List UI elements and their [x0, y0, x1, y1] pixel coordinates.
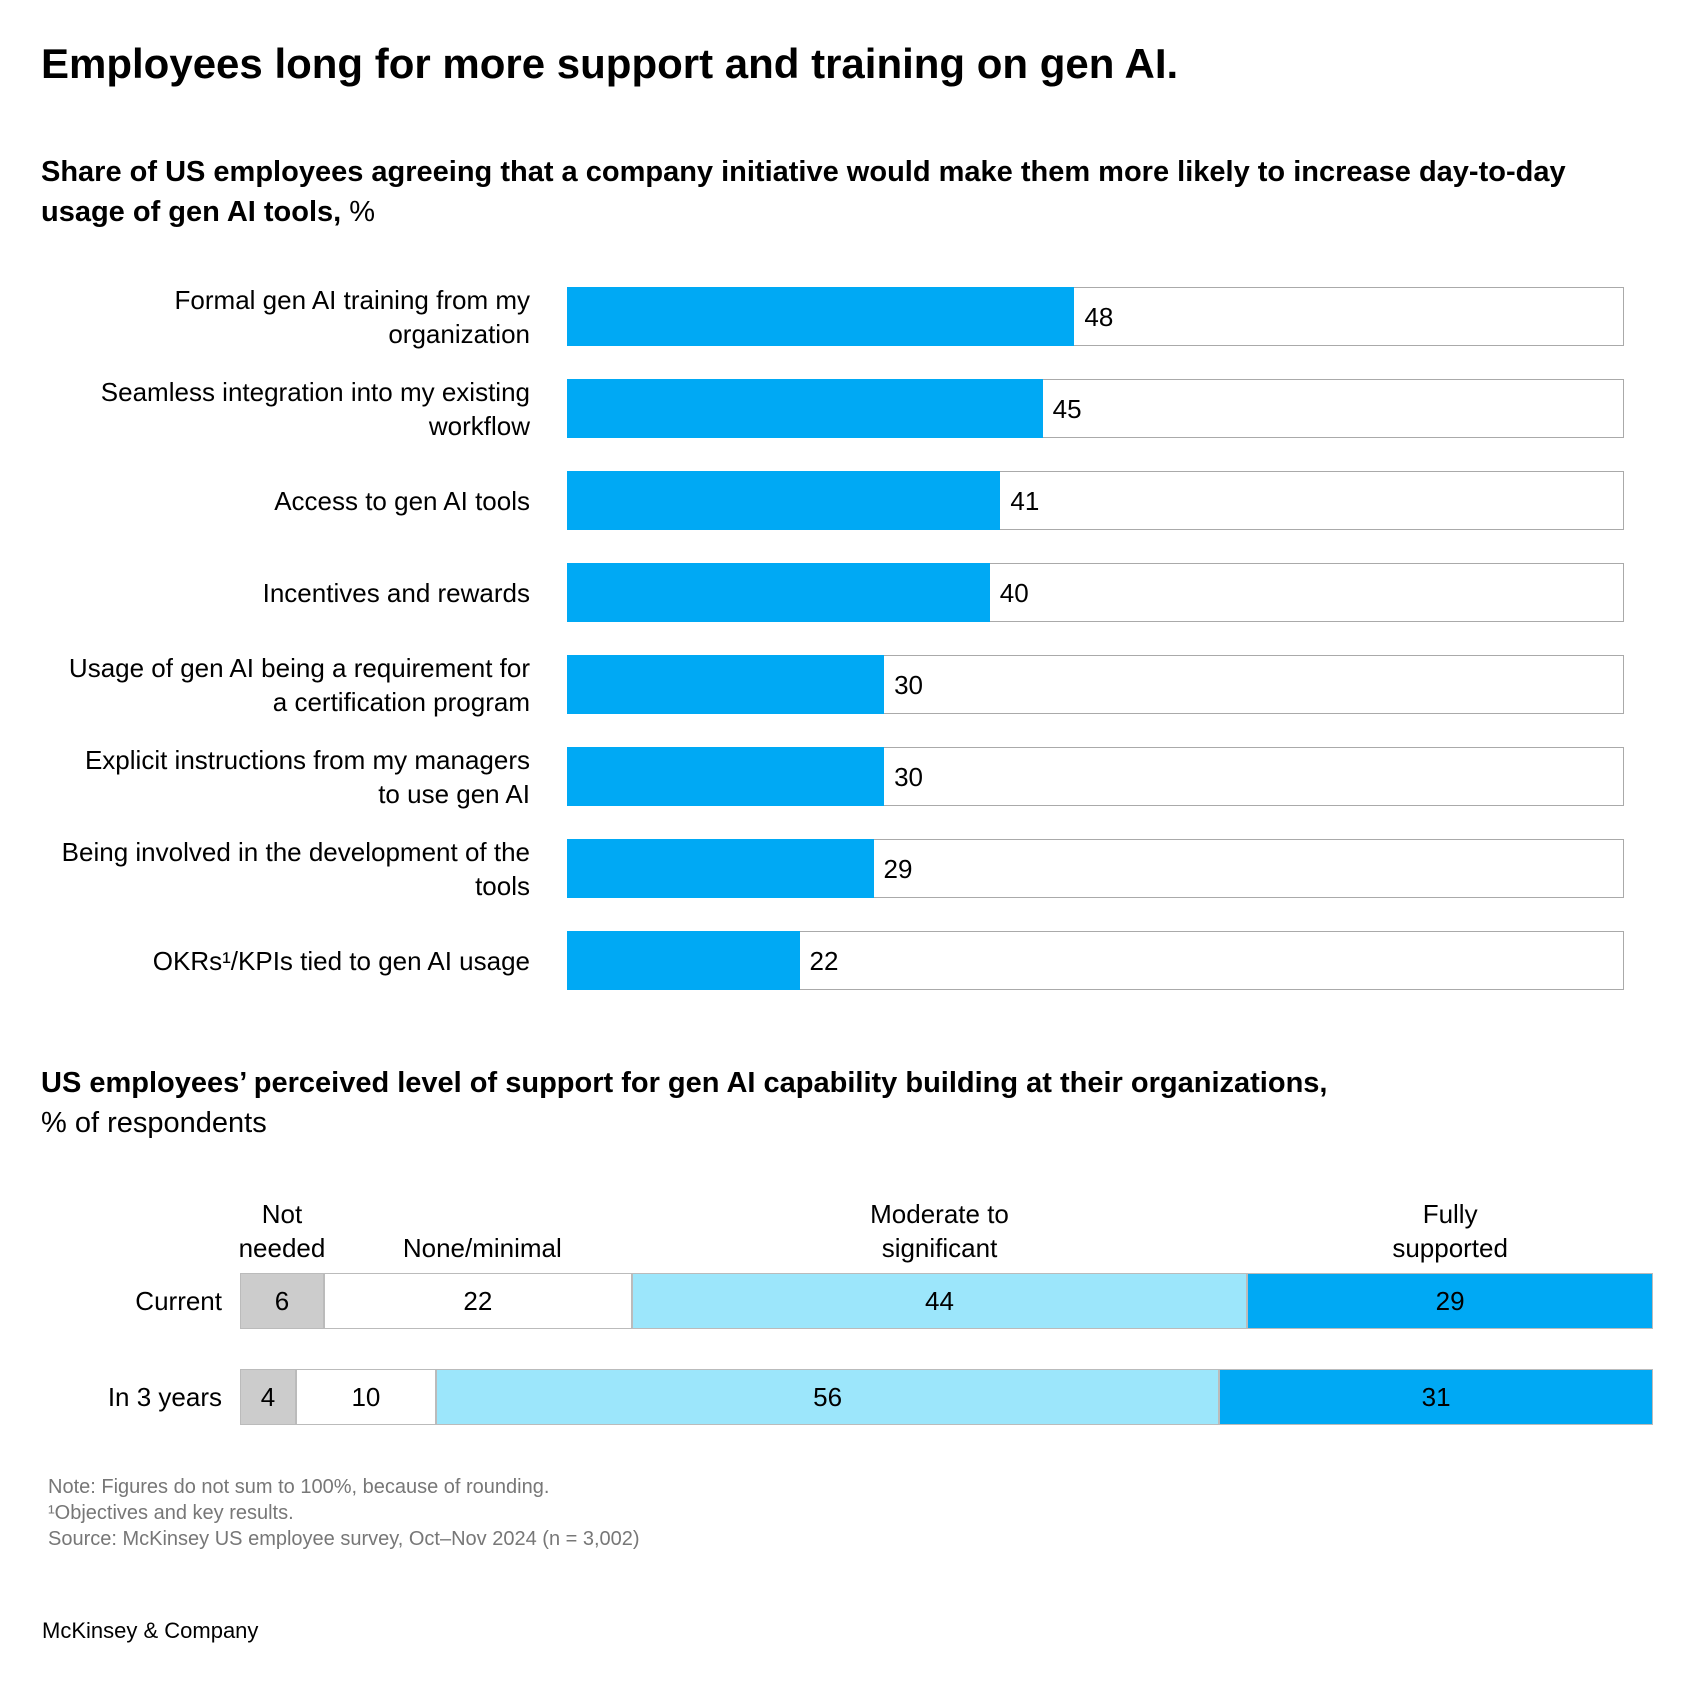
note: Note: Figures do not sum to 100%, becaus… — [48, 1476, 550, 1498]
segment — [295, 1369, 436, 1425]
value-label: 30 — [894, 761, 924, 792]
value-label: 41 — [1010, 485, 1040, 516]
segment — [435, 1369, 1220, 1425]
value-label: 48 — [1084, 301, 1114, 332]
value-label: 29 — [883, 853, 913, 884]
bar — [567, 839, 874, 898]
segment — [631, 1273, 1248, 1329]
category-text: Incentives and rewards — [262, 577, 530, 608]
bar — [567, 379, 1043, 438]
subtitle: Share of US employees agreeing that a co… — [41, 152, 1601, 232]
subtitle-text: US employees’ perceived level of support… — [41, 1067, 1328, 1099]
legend-label: Fully supported — [1392, 1199, 1508, 1263]
subtitle-unit: % — [349, 196, 376, 228]
segment-label: 44 — [925, 1286, 954, 1316]
category-label: Formal gen AI training from my organizat… — [20, 285, 530, 349]
legend-label: None/minimal — [402, 1233, 562, 1263]
value-label: 22 — [809, 945, 839, 976]
segment — [1219, 1369, 1653, 1425]
category-text: Being involved in the development of the… — [61, 836, 530, 901]
category-label: Explicit instructions from my managers t… — [20, 745, 530, 809]
category-text: Usage of gen AI being a requirement for … — [68, 652, 530, 717]
segment-label: 22 — [463, 1286, 493, 1316]
bar — [567, 287, 1075, 346]
segment — [1247, 1273, 1653, 1329]
segment-label: 56 — [813, 1382, 843, 1412]
subtitle-text: Share of US employees agreeing that a co… — [41, 156, 1566, 228]
bar — [567, 471, 1001, 530]
subtitle: US employees’ perceived level of support… — [41, 1063, 1601, 1143]
row-label: In 3 years — [107, 1382, 222, 1412]
segment — [240, 1273, 324, 1329]
bar — [567, 655, 885, 714]
legend-label: Not needed — [238, 1199, 326, 1263]
bar — [567, 931, 800, 990]
category-label: OKRs¹/KPIs tied to gen AI usage — [20, 931, 530, 990]
bar — [567, 747, 885, 806]
segment — [323, 1273, 632, 1329]
value-label: 45 — [1052, 393, 1082, 424]
segment-label: 6 — [274, 1286, 290, 1316]
segment-label: 29 — [1435, 1286, 1465, 1316]
segment-label: 10 — [351, 1382, 381, 1412]
logo: McKinsey & Company — [42, 1618, 259, 1643]
category-label: Seamless integration into my existing wo… — [20, 377, 530, 441]
value-label: 30 — [894, 669, 924, 700]
category-label: Usage of gen AI being a requirement for … — [20, 653, 530, 717]
subtitle-unit: % of respondents — [41, 1107, 267, 1139]
segment — [240, 1369, 296, 1425]
category-label: Being involved in the development of the… — [20, 837, 530, 901]
category-text: OKRs¹/KPIs tied to gen AI usage — [152, 945, 530, 976]
page-title: Employees long for more support and trai… — [41, 40, 1179, 87]
segment-label: 31 — [1421, 1382, 1451, 1412]
row-label: Current — [135, 1286, 222, 1316]
category-label: Access to gen AI tools — [20, 471, 530, 530]
category-label: Incentives and rewards — [20, 563, 530, 622]
legend-label: Moderate to significant — [870, 1199, 1009, 1263]
source: Source: McKinsey US employee survey, Oct… — [48, 1528, 640, 1550]
category-text: Seamless integration into my existing wo… — [100, 376, 530, 441]
bar — [567, 563, 990, 622]
segment-label: 4 — [260, 1382, 276, 1412]
value-label: 40 — [999, 577, 1029, 608]
footnote: ¹Objectives and key results. — [48, 1502, 294, 1524]
category-text: Explicit instructions from my managers t… — [84, 744, 530, 809]
category-text: Formal gen AI training from my organizat… — [174, 284, 530, 349]
category-text: Access to gen AI tools — [274, 485, 530, 516]
